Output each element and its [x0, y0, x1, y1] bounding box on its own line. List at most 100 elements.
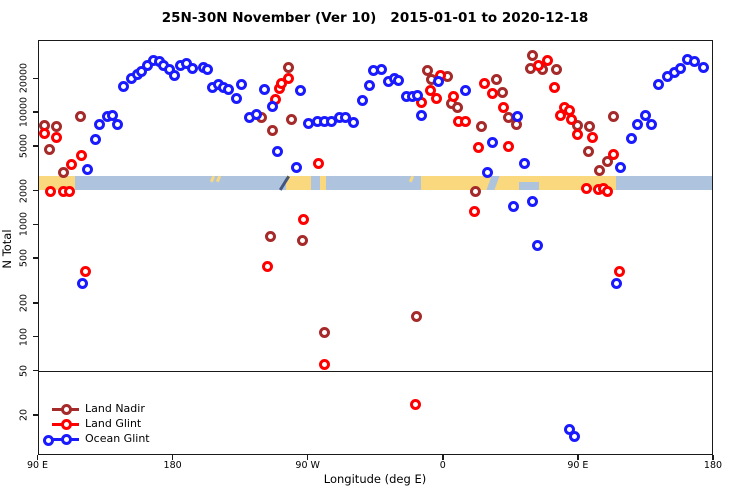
map-band-land-segment	[285, 176, 312, 190]
data-point-ocean-glint	[411, 89, 423, 101]
y-tick-label: 20	[18, 409, 29, 422]
legend-label: Ocean Glint	[85, 432, 150, 445]
data-point-land-glint	[431, 93, 443, 105]
data-point-ocean-glint	[258, 83, 270, 95]
data-point-ocean-glint	[675, 62, 687, 74]
data-point-ocean-glint	[347, 117, 359, 129]
data-point-ocean-glint	[266, 100, 278, 112]
y-tick	[32, 189, 38, 192]
y-tick	[32, 77, 38, 80]
data-point-ocean-glint	[77, 277, 89, 289]
data-point-ocean-glint	[486, 136, 498, 148]
data-point-ocean-glint	[363, 79, 375, 91]
y-tick	[32, 111, 38, 113]
data-point-ocean-glint	[169, 69, 181, 81]
y-tick	[32, 335, 38, 338]
data-point-land-glint	[319, 358, 331, 370]
legend-entry: Ocean Glint	[52, 432, 192, 447]
data-point-land-nadir	[411, 311, 423, 323]
data-point-land-glint	[503, 141, 515, 153]
data-point-land-glint	[447, 91, 459, 103]
data-point-land-nadir	[582, 145, 594, 157]
x-tick-label: 90 E	[567, 460, 589, 471]
data-point-land-glint	[586, 132, 598, 144]
data-point-ocean-glint	[615, 162, 627, 174]
legend-label: Land Glint	[85, 417, 142, 430]
data-point-land-glint	[549, 82, 561, 94]
data-point-land-nadir	[43, 144, 55, 156]
data-point-ocean-glint	[689, 55, 701, 67]
data-point-land-nadir	[594, 165, 606, 177]
chart-title: 25N-30N November (Ver 10) 2015-01-01 to …	[161, 10, 589, 26]
data-point-ocean-glint	[118, 80, 130, 92]
data-point-land-glint	[409, 398, 421, 410]
legend-marker-circle	[61, 433, 72, 445]
data-point-ocean-glint	[295, 84, 307, 96]
x-tick-label: 180	[163, 460, 182, 471]
data-point-ocean-glint	[94, 119, 106, 131]
data-point-land-nadir	[602, 156, 614, 168]
data-point-land-glint	[50, 132, 62, 144]
data-point-ocean-glint	[236, 79, 248, 91]
data-point-ocean-glint	[356, 94, 368, 106]
data-point-ocean-glint	[645, 119, 657, 131]
y-tick-label: 2000	[18, 178, 29, 203]
y-tick	[32, 223, 38, 226]
data-point-land-glint	[459, 116, 471, 128]
data-point-land-nadir	[282, 61, 294, 73]
data-point-land-glint	[580, 182, 592, 194]
data-point-land-glint	[262, 261, 274, 273]
y-tick-label: 20000	[18, 63, 29, 94]
y-tick	[32, 302, 38, 304]
y-tick	[32, 145, 38, 147]
data-point-ocean-glint	[507, 200, 519, 212]
data-point-ocean-glint	[610, 277, 622, 289]
data-point-land-nadir	[502, 112, 514, 124]
y-axis-label: N Total	[0, 229, 14, 269]
data-point-ocean-glint	[416, 109, 428, 121]
data-point-ocean-glint	[512, 110, 524, 122]
data-point-ocean-glint	[89, 134, 101, 146]
legend-marker-circle	[61, 418, 72, 430]
data-point-land-glint	[486, 88, 498, 100]
data-point-land-glint	[44, 186, 56, 198]
data-point-ocean-glint	[375, 64, 387, 76]
data-point-ocean-glint	[272, 145, 284, 157]
plot-area	[37, 40, 713, 455]
data-point-ocean-glint	[340, 111, 352, 123]
y-tick-label: 100	[18, 327, 29, 346]
data-point-land-glint	[38, 128, 50, 140]
y-tick-label: 200	[18, 293, 29, 312]
data-point-ocean-glint	[223, 83, 235, 95]
data-point-land-glint	[80, 266, 92, 278]
x-axis-label: Longitude (deg E)	[323, 472, 427, 486]
data-point-ocean-glint	[631, 119, 643, 131]
y-tick-label: 1000	[18, 212, 29, 237]
data-point-land-nadir	[266, 124, 278, 136]
data-point-ocean-glint	[202, 63, 214, 75]
data-point-land-glint	[425, 84, 437, 96]
data-point-ocean-glint	[625, 133, 637, 145]
data-point-land-nadir	[551, 63, 563, 75]
data-point-land-glint	[473, 142, 485, 154]
data-point-ocean-glint	[393, 74, 405, 86]
data-point-land-glint	[479, 77, 491, 89]
y-tick	[32, 414, 38, 416]
y-tick-label: 50	[18, 364, 29, 377]
data-point-land-nadir	[319, 326, 331, 338]
data-point-land-glint	[65, 159, 77, 171]
x-tick	[577, 455, 579, 460]
data-point-land-nadir	[50, 121, 62, 133]
data-point-ocean-glint	[653, 79, 665, 91]
data-point-ocean-glint	[698, 62, 710, 74]
reference-line	[37, 370, 713, 372]
x-tick-label: 180	[703, 460, 723, 471]
y-tick	[32, 257, 38, 259]
x-tick	[171, 455, 174, 460]
data-point-land-glint	[613, 266, 625, 278]
data-point-ocean-glint	[82, 163, 94, 175]
data-point-land-glint	[498, 101, 510, 113]
data-point-land-glint	[76, 150, 88, 162]
x-tick-label: 90 E	[26, 460, 49, 471]
